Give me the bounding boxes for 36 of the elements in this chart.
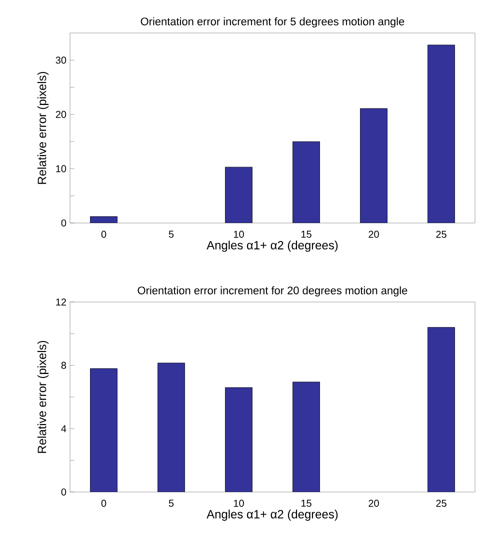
x-axis-title: Angles α1+ α2 (degrees) [206,240,338,252]
bar [360,108,388,223]
y-tick-label: 0 [61,219,66,227]
x-tick-label: 15 [301,230,312,238]
y-tick-label: 4 [61,425,66,432]
x-tick-label: 5 [168,230,174,238]
x-tick-label: 20 [368,230,379,238]
bar [90,368,118,492]
bar [158,362,185,492]
y-tick-label: 12 [56,298,66,306]
x-tick-label: 10 [234,500,244,507]
y-axis-title: Relative error (pixels) [37,340,49,453]
x-axis-title: Angles α1+ α2 (degrees) [206,510,338,521]
chart-title: Orientation error increment for 20 degrees motion angle [138,286,408,296]
bar [225,387,252,492]
bar [225,166,252,223]
bar [428,44,455,223]
chart-title: Orientation error increment for 5 degrees motion angle [140,17,404,28]
x-tick-label: 25 [436,230,446,238]
bar [292,382,320,492]
bar [90,216,118,223]
x-tick-label: 0 [101,500,106,507]
bar [428,327,455,492]
y-tick-label: 0 [61,488,66,496]
x-tick-label: 25 [436,500,446,507]
y-tick-label: 10 [56,165,66,172]
y-tick-label: 8 [61,362,66,369]
x-tick-label: 0 [101,230,106,238]
x-tick-label: 10 [234,230,244,238]
y-axis-title: Relative error (pixels) [37,72,49,184]
x-tick-label: 20 [368,500,379,507]
x-tick-label: 5 [168,500,174,507]
y-tick-label: 30 [56,56,66,64]
bar [292,141,320,223]
y-tick-label: 20 [56,110,66,118]
x-tick-label: 15 [301,500,312,507]
